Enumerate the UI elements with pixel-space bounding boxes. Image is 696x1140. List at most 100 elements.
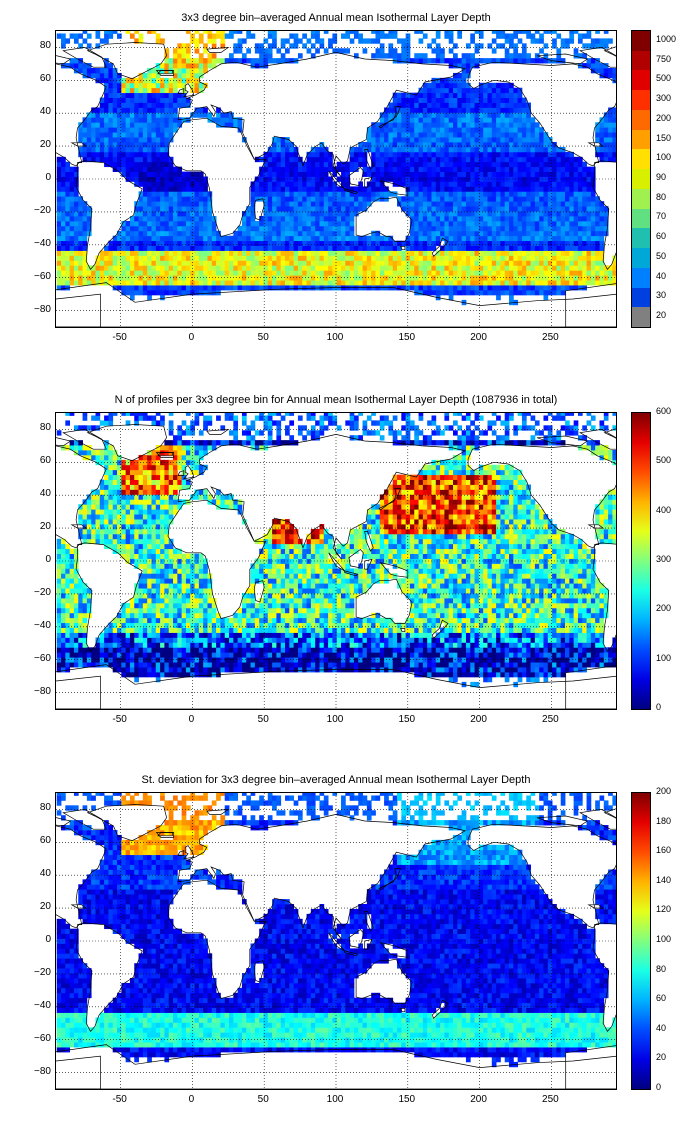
heatmap-cell <box>457 92 463 98</box>
heatmap-cell <box>366 137 372 143</box>
heatmap-cell <box>397 181 402 187</box>
heatmap-cell <box>142 137 148 143</box>
heatmap-cell <box>168 132 174 138</box>
heatmap-cell <box>427 58 432 64</box>
heatmap-cell <box>504 156 510 163</box>
heatmap-cell <box>289 43 295 49</box>
heatmap-cell <box>457 250 463 256</box>
heatmap-cell <box>207 240 213 246</box>
heatmap-cell <box>397 280 402 286</box>
heatmap-cell <box>453 53 458 59</box>
heatmap-cell <box>509 275 514 281</box>
heatmap-cell <box>478 201 484 207</box>
heatmap-cell <box>91 270 96 276</box>
heatmap-cell <box>599 260 605 266</box>
heatmap-cell <box>379 265 385 271</box>
heatmap-cell <box>194 275 200 281</box>
heatmap-cell <box>444 250 450 256</box>
heatmap-cell <box>185 211 191 217</box>
heatmap-cell <box>397 171 402 177</box>
heatmap-cell <box>224 255 230 261</box>
map-plot-area <box>55 30 617 328</box>
heatmap-cell <box>138 270 144 276</box>
heatmap-cell <box>138 225 144 232</box>
heatmap-cell <box>177 102 183 108</box>
heatmap-cell <box>414 146 419 153</box>
heatmap-cell <box>61 181 66 187</box>
heatmap-cell <box>431 220 437 227</box>
heatmap-cell <box>276 255 282 261</box>
heatmap-cell <box>112 31 118 34</box>
heatmap-cell <box>474 132 480 138</box>
heatmap-cell <box>302 270 307 276</box>
heatmap-cell <box>474 87 480 94</box>
heatmap-cell <box>496 137 501 143</box>
heatmap-cell <box>285 265 290 271</box>
heatmap-cell <box>155 216 161 222</box>
heatmap-cell <box>388 31 394 34</box>
heatmap-cell <box>577 260 583 266</box>
heatmap-cell <box>310 151 316 158</box>
heatmap-cell <box>198 280 204 286</box>
heatmap-cell <box>297 181 303 187</box>
heatmap-cell <box>470 186 475 192</box>
heatmap-cell <box>211 220 217 227</box>
heatmap-cell <box>453 97 458 103</box>
heatmap-cell <box>379 245 385 251</box>
heatmap-cell <box>91 425 96 431</box>
heatmap-cell <box>246 255 251 261</box>
heatmap-cell <box>457 87 463 94</box>
heatmap-cell <box>267 245 273 251</box>
heatmap-cell <box>190 63 195 69</box>
heatmap-cell <box>521 117 527 123</box>
heatmap-cell <box>211 245 217 251</box>
heatmap-cell <box>556 206 562 212</box>
heatmap-cell <box>276 181 282 187</box>
heatmap-cell <box>371 250 376 256</box>
heatmap-cell <box>306 230 312 237</box>
heatmap-cell <box>233 270 239 276</box>
heatmap-cell <box>444 33 450 39</box>
heatmap-cell <box>414 240 419 246</box>
heatmap-cell <box>509 280 514 286</box>
heatmap-cell <box>418 240 424 246</box>
heatmap-cell <box>323 245 329 251</box>
heatmap-cell <box>173 216 178 222</box>
heatmap-cell <box>323 196 329 202</box>
heatmap-cell <box>461 102 467 108</box>
heatmap-cell <box>233 117 239 123</box>
heatmap-cell <box>470 181 475 187</box>
heatmap-cell <box>250 245 256 251</box>
heatmap-cell <box>147 191 152 197</box>
heatmap-cell <box>353 201 359 207</box>
heatmap-cell <box>61 568 66 574</box>
heatmap-cell <box>341 191 346 197</box>
heatmap-cell <box>73 171 79 177</box>
heatmap-cell <box>164 176 170 182</box>
heatmap-cell <box>99 132 105 138</box>
heatmap-cell <box>349 146 355 153</box>
heatmap-cell <box>185 270 191 276</box>
heatmap-cell <box>254 186 260 192</box>
heatmap-cell <box>444 196 450 202</box>
heatmap-cell <box>164 290 170 296</box>
heatmap-cell <box>69 662 75 668</box>
heatmap-cell <box>315 225 320 232</box>
heatmap-cell <box>517 166 523 172</box>
heatmap-cell <box>323 211 329 217</box>
heatmap-cell <box>129 240 135 246</box>
heatmap-cell <box>259 58 264 64</box>
heatmap-cell <box>285 260 290 266</box>
heatmap-cell <box>125 87 131 94</box>
heatmap-cell <box>491 102 497 108</box>
heatmap-cell <box>534 127 540 133</box>
heatmap-cell <box>65 166 71 172</box>
heatmap-cell <box>534 38 540 44</box>
heatmap-cell <box>509 142 514 148</box>
heatmap-cell <box>418 122 424 128</box>
heatmap-cell <box>73 548 79 554</box>
heatmap-cell <box>384 33 389 39</box>
heatmap-cell <box>526 151 531 158</box>
heatmap-cell <box>552 280 557 286</box>
heatmap-cell <box>444 151 450 158</box>
